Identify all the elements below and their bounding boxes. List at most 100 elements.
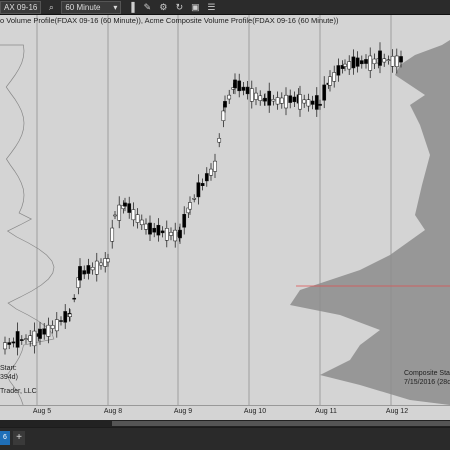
candle-body: [68, 313, 72, 317]
candle-body: [144, 223, 148, 230]
right-note-start: Composite Start: [404, 370, 450, 377]
x-tick-label: Aug 9: [173, 408, 193, 415]
x-tick-label: Aug 12: [385, 408, 409, 415]
candle-body: [284, 94, 288, 109]
lock-icon[interactable]: ▣: [191, 1, 200, 12]
candle-body: [42, 328, 47, 335]
candle-body: [139, 219, 144, 226]
chart-tab[interactable]: 6: [0, 431, 10, 445]
candle-body: [131, 209, 136, 221]
candle-body: [332, 72, 337, 82]
add-tab-button[interactable]: +: [13, 431, 25, 445]
candle-body: [7, 342, 12, 345]
candle-body: [72, 297, 77, 300]
left-note-start: Start:: [0, 365, 17, 372]
x-tick-label: Aug 10: [243, 408, 267, 415]
candle-body: [306, 99, 311, 107]
candle-body: [3, 342, 7, 350]
candle-body: [11, 341, 16, 344]
candle-body: [275, 97, 280, 105]
candle-body: [196, 182, 201, 198]
candle-body: [32, 330, 37, 347]
chart-title: o Volume Profile(FDAX 09-16 (60 Minute))…: [0, 16, 339, 25]
candle-body: [322, 84, 327, 101]
scrollbar-thumb[interactable]: [112, 421, 450, 426]
bar-chart-icon[interactable]: ▐: [128, 1, 135, 12]
candle-body: [254, 92, 258, 100]
candle-body: [343, 63, 347, 67]
candle-body: [160, 230, 165, 234]
candle-body: [78, 266, 82, 281]
candle-body: [258, 95, 263, 101]
x-axis: Aug 5 Aug 8 Aug 9 Aug 10 Aug 11 Aug 12: [0, 405, 450, 420]
candle-body: [298, 94, 302, 110]
candle-body: [200, 183, 205, 187]
candle-body: [347, 61, 352, 70]
candle-body: [54, 319, 59, 332]
x-tick-label: Aug 8: [103, 408, 123, 415]
candle-body: [292, 96, 297, 103]
candle-body: [46, 324, 51, 337]
candle-body: [340, 65, 345, 69]
pencil-icon[interactable]: ✎: [143, 1, 152, 12]
gear-icon[interactable]: ⚙: [159, 1, 168, 12]
chart-canvas: [0, 15, 450, 405]
horizontal-scrollbar[interactable]: [0, 420, 450, 427]
interval-selector[interactable]: 60 Minute ▾: [61, 0, 122, 14]
candle-body: [117, 204, 122, 221]
candle-body: [223, 101, 227, 108]
candle-body: [209, 168, 213, 176]
left-note-days: 394d): [0, 374, 18, 381]
candle-body: [103, 258, 108, 267]
candle-body: [192, 198, 197, 200]
candle-body: [263, 97, 267, 102]
candle-body: [221, 110, 226, 121]
candle-body: [213, 160, 217, 172]
candle-body: [355, 57, 360, 67]
candle-body: [318, 103, 322, 106]
left-note-vendor: Trader, LLC: [0, 388, 37, 395]
candle-body: [123, 202, 127, 207]
right-note-date: 7/15/2016 (28d: [404, 379, 450, 386]
x-tick-label: Aug 5: [32, 408, 52, 415]
candle-body: [113, 214, 117, 217]
candle-body: [59, 320, 63, 322]
candle-body: [182, 214, 187, 228]
candle-body: [152, 227, 157, 233]
candle-body: [38, 328, 42, 339]
candle-body: [50, 325, 55, 329]
candle-body: [188, 202, 192, 210]
candle-body: [204, 173, 209, 182]
candle-body: [310, 100, 315, 105]
interval-label: 60 Minute: [65, 2, 101, 12]
candle-body: [169, 232, 173, 236]
candle-body: [94, 260, 99, 275]
candle-body: [288, 95, 293, 103]
candle-body: [82, 270, 87, 275]
instrument-selector[interactable]: AX 09-16: [0, 0, 42, 14]
refresh-icon[interactable]: ↻: [175, 1, 184, 12]
candle-body: [135, 214, 140, 223]
candle-body: [351, 56, 356, 69]
composite-volume-profile: [290, 40, 450, 405]
candle-body: [372, 58, 377, 65]
candle-body: [110, 227, 115, 242]
candle-body: [227, 94, 232, 100]
candle-body: [267, 90, 272, 106]
candle-body: [164, 228, 169, 241]
candle-body: [302, 99, 307, 104]
candle-body: [86, 265, 91, 274]
chart-panel[interactable]: o Volume Profile(FDAX 09-16 (60 Minute))…: [0, 15, 450, 405]
candle-body: [382, 58, 387, 63]
chart-tab-bar: 6 +: [0, 428, 450, 450]
properties-icon[interactable]: ☰: [207, 1, 216, 12]
candle-body: [328, 76, 332, 86]
candle-body: [364, 59, 368, 64]
session-volume-profile: [0, 44, 55, 405]
candle-body: [173, 229, 178, 242]
candle-body: [148, 222, 152, 235]
candle-body: [24, 338, 28, 340]
search-icon[interactable]: ⌕: [48, 1, 54, 12]
candle-body: [106, 258, 110, 263]
candle-body: [249, 88, 254, 102]
